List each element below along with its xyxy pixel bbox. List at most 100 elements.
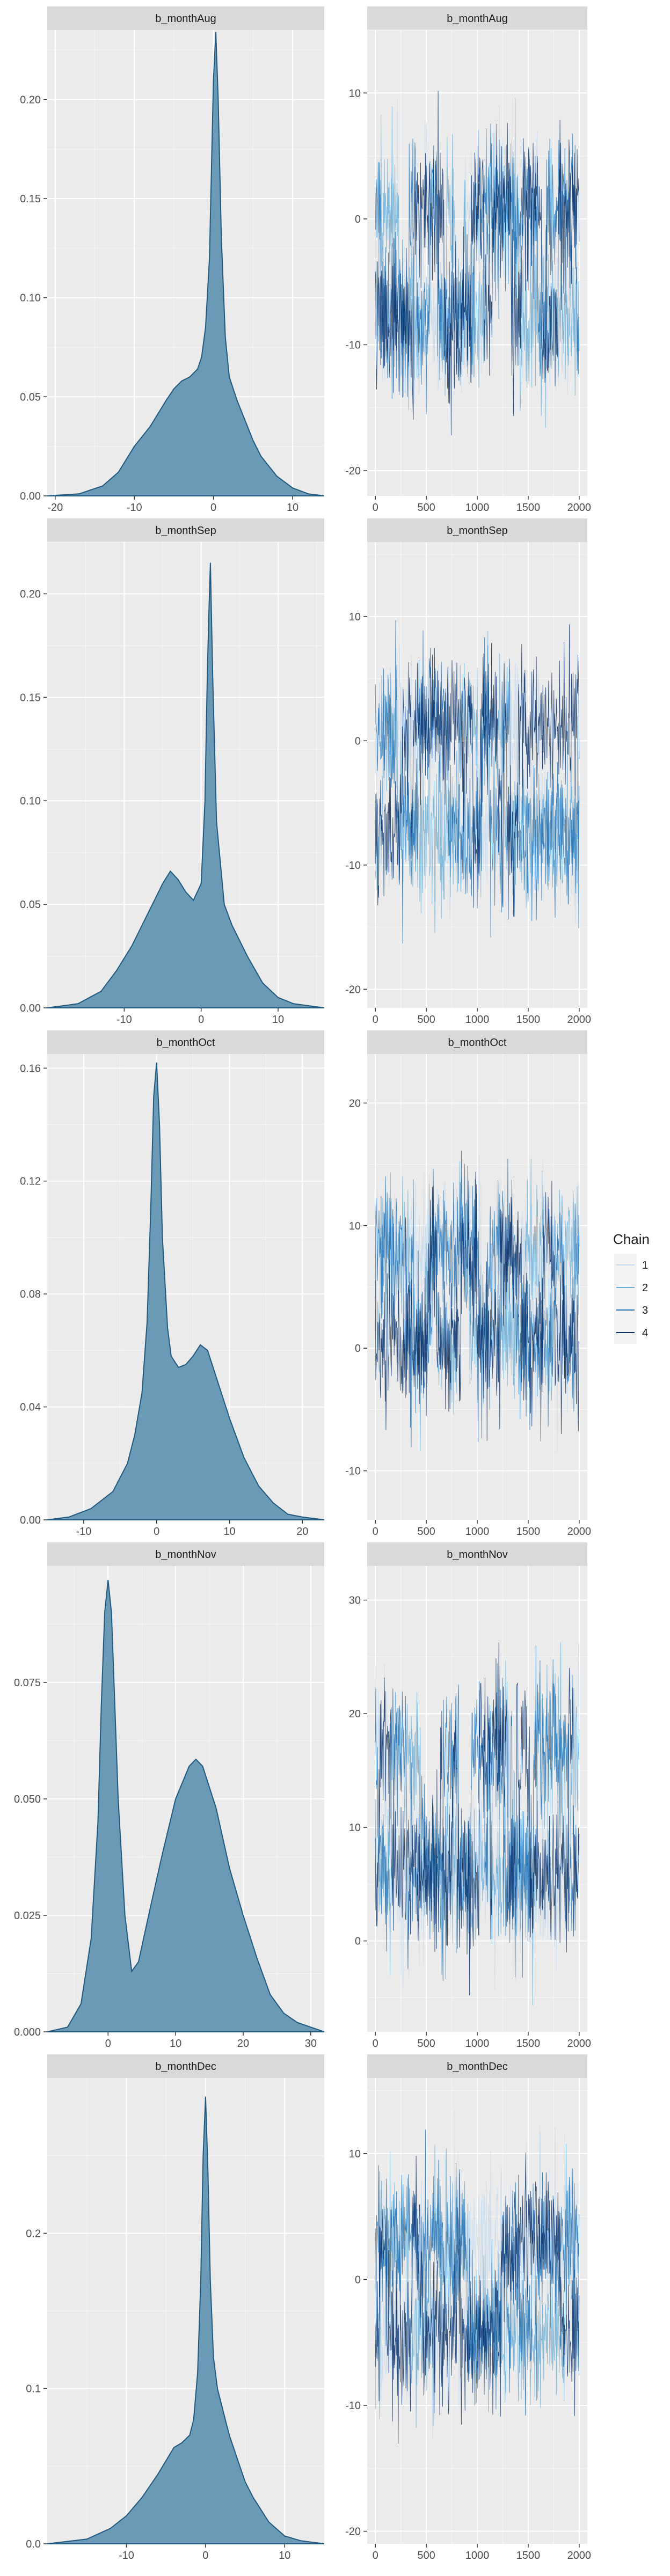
x-tick-label: 1000 [465, 1014, 490, 1026]
legend: Chain 1 2 3 4 [613, 1231, 650, 1344]
y-tick-label: -10 [345, 2400, 361, 2412]
trace-panel: b_monthNov 0 500 1000 1500 2000 0 10 20 30 [349, 1542, 591, 2050]
panel-title: b_monthOct [157, 1037, 215, 1049]
y-tick-label: 0.15 [20, 193, 41, 205]
density-panel: b_monthOct -10 0 10 20 0.00 0.04 0.08 0.12 0.16 [20, 1030, 325, 1538]
x-tick-label: -10 [119, 2550, 134, 2562]
x-tick-label: 1000 [465, 2550, 490, 2562]
density-panel: b_monthNov 0 10 20 30 0.000 0.025 0.050 0.075 [14, 1542, 325, 2050]
panel-strip [367, 1542, 587, 1566]
legend-label: 4 [642, 1327, 648, 1339]
panel-title: b_monthNov [447, 1549, 507, 1561]
x-tick-label: 10 [272, 1014, 284, 1026]
x-tick-label: 2000 [567, 2550, 592, 2562]
x-tick-label: 0 [373, 1526, 378, 1538]
x-tick-label: -10 [127, 502, 142, 514]
y-tick-label: 30 [349, 1595, 361, 1607]
y-tick-label: 0.0 [26, 2538, 41, 2550]
x-tick-label: -10 [76, 1526, 91, 1538]
trace-line-chain-2 [375, 98, 580, 428]
x-tick-label: 10 [223, 1526, 235, 1538]
y-tick-label: 0.00 [20, 491, 41, 502]
y-tick-label: 0.025 [14, 1910, 41, 1922]
trace-line-chain-4 [375, 2152, 580, 2444]
y-tick-label: 0.050 [14, 1794, 41, 1805]
y-tick-label: 0 [355, 214, 361, 225]
x-tick-label: 0 [373, 2038, 378, 2050]
y-tick-label: 0.20 [20, 588, 41, 600]
y-tick-label: 0.2 [26, 2228, 41, 2240]
x-tick-label: 500 [417, 1014, 435, 1026]
y-tick-label: -10 [345, 339, 361, 351]
x-tick-label: 1000 [465, 1526, 490, 1538]
trace-panel: b_monthAug 0 500 1000 1500 2000 -20 -10 0 10 [345, 6, 591, 514]
y-tick-label: -10 [345, 1466, 361, 1477]
y-tick-label: 0.10 [20, 292, 41, 304]
x-tick-label: 1500 [516, 1014, 541, 1026]
y-tick-label: 0.08 [20, 1289, 41, 1300]
panel-strip [47, 6, 324, 30]
y-tick-label: 0 [355, 735, 361, 747]
y-tick-label: 20 [349, 1708, 361, 1720]
density-panel: b_monthAug -20 -10 0 10 0.00 0.05 0.10 0.15 0.20 [20, 6, 325, 514]
y-tick-label: -20 [345, 984, 361, 996]
trace-line-chain-4 [375, 1166, 580, 1443]
trace-line-chain-3 [375, 1150, 580, 1447]
x-tick-label: 20 [296, 1526, 308, 1538]
y-tick-label: 0.20 [20, 94, 41, 106]
x-tick-label: 1500 [516, 2550, 541, 2562]
y-tick-label: 10 [349, 87, 361, 99]
panel-strip [367, 6, 587, 30]
x-tick-label: -10 [116, 1014, 132, 1026]
y-tick-label: 0.15 [20, 692, 41, 704]
trace-panel: b_monthOct 0 500 1000 1500 2000 -10 0 10 20 [345, 1030, 591, 1538]
y-tick-label: -20 [345, 465, 361, 477]
x-tick-label: 1500 [516, 2038, 541, 2050]
panel-strip [367, 2054, 587, 2078]
x-tick-label: 1500 [516, 1526, 541, 1538]
trace-line-chain-4 [375, 1642, 580, 1996]
x-tick-label: 1000 [465, 2038, 490, 2050]
panel-title: b_monthAug [155, 13, 216, 25]
x-tick-label: 0 [210, 502, 216, 514]
x-tick-label: 1000 [465, 502, 490, 514]
x-tick-label: 1500 [516, 502, 541, 514]
x-tick-label: 0 [373, 502, 378, 514]
y-tick-label: 0 [355, 1936, 361, 1948]
legend-label: 3 [642, 1305, 648, 1316]
trace-panel: b_monthSep 0 500 1000 1500 2000 -20 -10 0 10 [345, 518, 591, 1026]
density-panel: b_monthDec -10 0 10 0.0 0.1 0.2 [26, 2054, 325, 2562]
y-tick-label: 0.075 [14, 1677, 41, 1689]
x-tick-label: -20 [47, 502, 63, 514]
y-tick-label: 0.05 [20, 391, 41, 403]
x-tick-label: 20 [237, 2038, 249, 2050]
density-area [47, 562, 325, 1008]
trace-line-chain-4 [375, 624, 580, 920]
y-tick-label: 20 [349, 1097, 361, 1109]
y-tick-label: 0.000 [14, 2026, 41, 2038]
y-tick-label: 0.10 [20, 795, 41, 807]
y-tick-label: -20 [345, 2526, 361, 2538]
y-tick-label: 10 [349, 611, 361, 623]
y-tick-label: 10 [349, 1822, 361, 1834]
density-area [47, 32, 325, 496]
panel-title: b_monthDec [447, 2061, 507, 2073]
density-area [47, 1062, 325, 1520]
y-tick-label: 0.00 [20, 1002, 41, 1014]
y-tick-label: 0.00 [20, 1514, 41, 1526]
trace-line-chain-3 [375, 2129, 580, 2416]
legend-label: 1 [642, 1260, 648, 1271]
panel-title: b_monthSep [155, 525, 216, 537]
x-tick-label: 500 [417, 2550, 435, 2562]
x-tick-label: 500 [417, 2038, 435, 2050]
y-tick-label: 0.04 [20, 1402, 41, 1414]
panel-title: b_monthAug [447, 13, 507, 25]
panel-strip [47, 1542, 324, 1566]
panel-strip [47, 2054, 324, 2078]
trace-line-chain-2 [375, 2143, 580, 2428]
x-tick-label: 0 [154, 1526, 159, 1538]
y-tick-label: 10 [349, 2148, 361, 2160]
panel-strip [47, 518, 324, 542]
trace-line-chain-4 [375, 91, 580, 436]
